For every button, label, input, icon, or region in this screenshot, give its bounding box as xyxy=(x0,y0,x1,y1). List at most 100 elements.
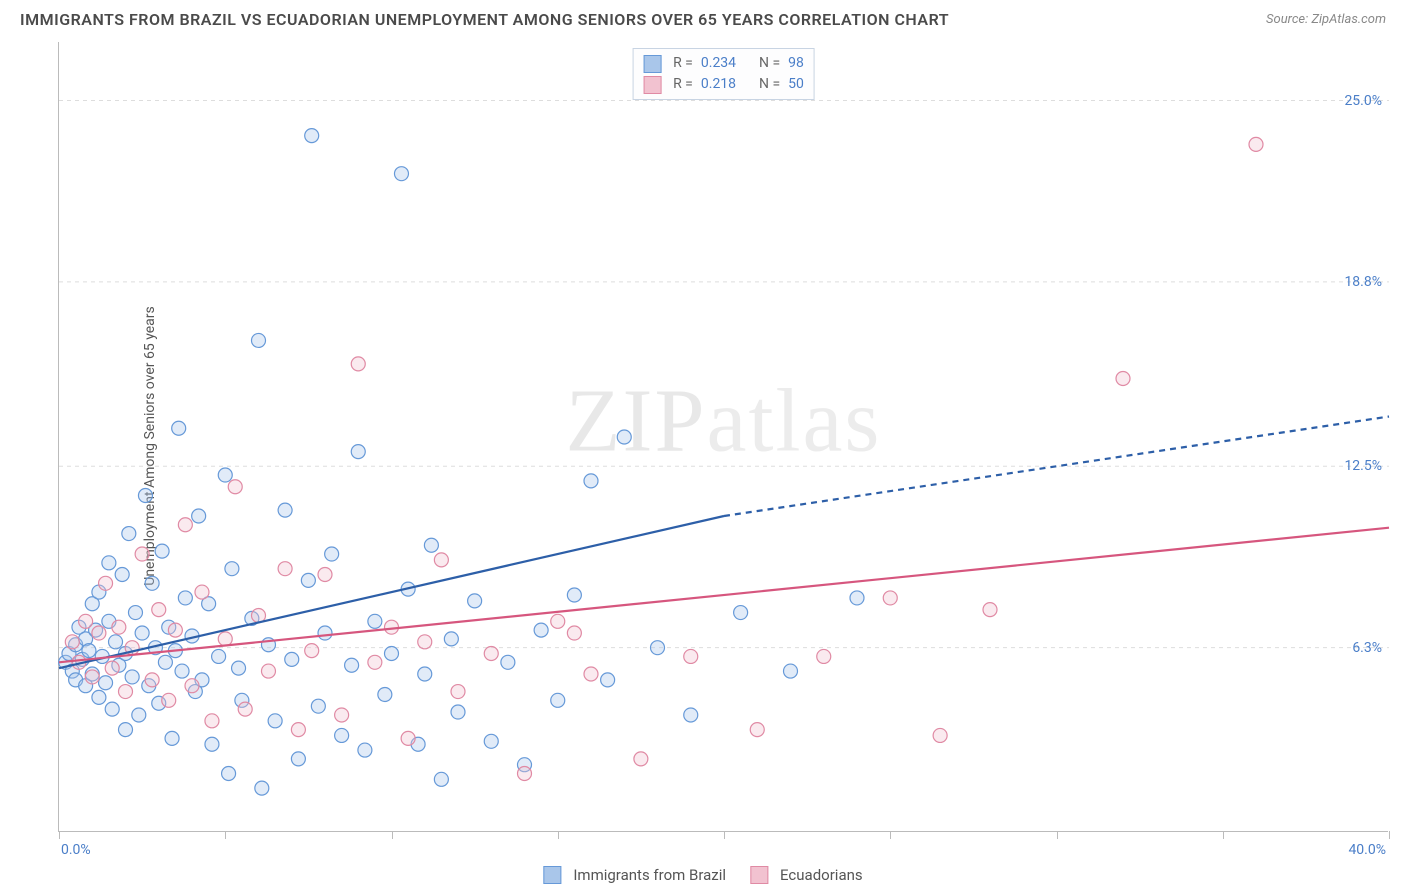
data-point-brazil xyxy=(651,641,665,655)
r-label: R = xyxy=(673,74,693,95)
data-point-brazil xyxy=(468,594,482,608)
data-point-brazil xyxy=(385,647,399,661)
data-point-ecuadorian xyxy=(291,723,305,737)
data-point-brazil xyxy=(165,731,179,745)
data-point-brazil xyxy=(584,474,598,488)
x-tick xyxy=(724,831,725,839)
data-point-brazil xyxy=(255,781,269,795)
data-point-ecuadorian xyxy=(817,649,831,663)
legend-stat-row-brazil: R =0.234 N =98 xyxy=(643,53,804,74)
n-label: N = xyxy=(759,53,780,74)
trendline-brazil xyxy=(59,516,724,668)
data-point-ecuadorian xyxy=(92,626,106,640)
data-point-ecuadorian xyxy=(112,620,126,634)
data-point-ecuadorian xyxy=(634,752,648,766)
data-point-brazil xyxy=(305,129,319,143)
data-point-ecuadorian xyxy=(418,635,432,649)
y-tick-label: 6.3% xyxy=(1352,640,1382,656)
data-point-brazil xyxy=(145,576,159,590)
data-point-brazil xyxy=(172,421,186,435)
n-label: N = xyxy=(759,74,780,95)
data-point-ecuadorian xyxy=(401,731,415,745)
data-point-brazil xyxy=(132,708,146,722)
data-point-brazil xyxy=(82,644,96,658)
data-point-brazil xyxy=(109,635,123,649)
data-point-brazil xyxy=(285,652,299,666)
data-point-brazil xyxy=(850,591,864,605)
data-point-brazil xyxy=(178,591,192,605)
data-point-brazil xyxy=(617,430,631,444)
data-point-brazil xyxy=(424,538,438,552)
legend-item-ecuadorian: Ecuadorians xyxy=(750,866,863,884)
trendline-dashed-brazil xyxy=(724,417,1389,516)
data-point-brazil xyxy=(175,664,189,678)
data-point-ecuadorian xyxy=(228,480,242,494)
data-point-brazil xyxy=(734,606,748,620)
legend-stats: R =0.234 N =98R =0.218 N =50 xyxy=(632,48,815,100)
data-point-ecuadorian xyxy=(305,644,319,658)
data-point-brazil xyxy=(138,489,152,503)
data-point-brazil xyxy=(268,714,282,728)
data-point-ecuadorian xyxy=(119,685,133,699)
data-point-ecuadorian xyxy=(85,670,99,684)
data-point-brazil xyxy=(335,728,349,742)
x-tick xyxy=(1223,831,1224,839)
legend-label: Ecuadorians xyxy=(780,866,863,884)
data-point-ecuadorian xyxy=(434,553,448,567)
n-value: 50 xyxy=(788,74,804,95)
data-point-brazil xyxy=(212,649,226,663)
data-point-ecuadorian xyxy=(933,728,947,742)
data-point-brazil xyxy=(684,708,698,722)
x-tick xyxy=(59,831,60,839)
swatch-brazil xyxy=(643,55,661,73)
data-point-ecuadorian xyxy=(518,766,532,780)
data-point-brazil xyxy=(225,562,239,576)
data-point-brazil xyxy=(444,632,458,646)
data-point-ecuadorian xyxy=(278,562,292,576)
data-point-ecuadorian xyxy=(238,702,252,716)
source-value: ZipAtlas.com xyxy=(1311,12,1386,27)
data-point-brazil xyxy=(102,556,116,570)
data-point-ecuadorian xyxy=(351,357,365,371)
legend-series: Immigrants from BrazilEcuadorians xyxy=(543,866,862,884)
data-point-brazil xyxy=(115,568,129,582)
data-point-ecuadorian xyxy=(218,632,232,646)
data-point-brazil xyxy=(434,772,448,786)
data-point-brazil xyxy=(192,509,206,523)
data-point-brazil xyxy=(105,702,119,716)
data-point-ecuadorian xyxy=(145,673,159,687)
chart-title: IMMIGRANTS FROM BRAZIL VS ECUADORIAN UNE… xyxy=(20,10,949,29)
data-point-ecuadorian xyxy=(551,614,565,628)
data-point-brazil xyxy=(567,588,581,602)
data-point-ecuadorian xyxy=(135,547,149,561)
data-point-brazil xyxy=(451,705,465,719)
data-point-ecuadorian xyxy=(750,723,764,737)
data-point-ecuadorian xyxy=(1116,371,1130,385)
data-point-brazil xyxy=(135,626,149,640)
data-point-ecuadorian xyxy=(105,661,119,675)
data-point-brazil xyxy=(158,655,172,669)
data-point-brazil xyxy=(601,673,615,687)
y-tick-label: 25.0% xyxy=(1344,93,1382,109)
data-point-brazil xyxy=(551,693,565,707)
data-point-brazil xyxy=(501,655,515,669)
data-point-brazil xyxy=(232,661,246,675)
y-tick-label: 18.8% xyxy=(1344,274,1382,290)
data-point-brazil xyxy=(351,445,365,459)
data-point-brazil xyxy=(325,547,339,561)
swatch-ecuadorian xyxy=(643,76,661,94)
x-tick xyxy=(392,831,393,839)
data-point-ecuadorian xyxy=(684,649,698,663)
x-tick xyxy=(1057,831,1058,839)
data-point-brazil xyxy=(218,468,232,482)
data-point-ecuadorian xyxy=(168,623,182,637)
data-point-ecuadorian xyxy=(99,576,113,590)
data-point-ecuadorian xyxy=(584,667,598,681)
data-point-ecuadorian xyxy=(65,635,79,649)
swatch-brazil xyxy=(543,866,561,884)
data-point-brazil xyxy=(784,664,798,678)
y-tick-label: 12.5% xyxy=(1344,458,1382,474)
data-point-brazil xyxy=(291,752,305,766)
data-point-brazil xyxy=(122,527,136,541)
trendline-ecuadorian xyxy=(59,528,1389,663)
